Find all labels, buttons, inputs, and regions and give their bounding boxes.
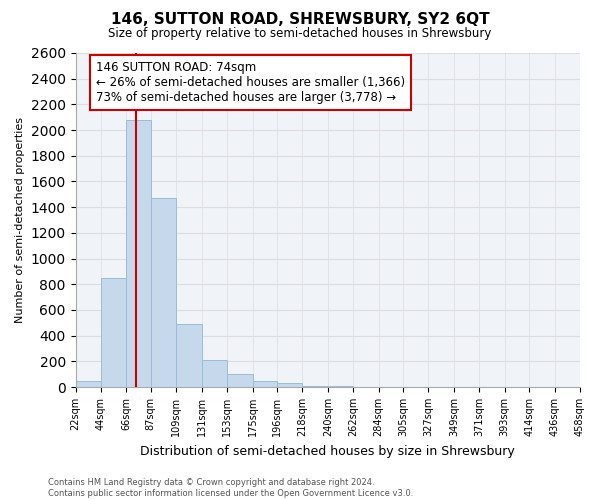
Bar [176, 324, 202, 387]
Text: Size of property relative to semi-detached houses in Shrewsbury: Size of property relative to semi-detach… [109, 28, 491, 40]
Bar [101, 278, 127, 387]
Bar [127, 120, 151, 387]
Bar [328, 386, 353, 387]
Bar [227, 374, 253, 387]
Bar [277, 383, 302, 387]
X-axis label: Distribution of semi-detached houses by size in Shrewsbury: Distribution of semi-detached houses by … [140, 444, 515, 458]
Bar [151, 198, 176, 387]
Bar [202, 360, 227, 387]
Bar [76, 380, 101, 387]
Bar [253, 380, 277, 387]
Text: Contains HM Land Registry data © Crown copyright and database right 2024.
Contai: Contains HM Land Registry data © Crown c… [48, 478, 413, 498]
Bar [302, 386, 328, 387]
Text: 146, SUTTON ROAD, SHREWSBURY, SY2 6QT: 146, SUTTON ROAD, SHREWSBURY, SY2 6QT [110, 12, 490, 28]
Text: 146 SUTTON ROAD: 74sqm
← 26% of semi-detached houses are smaller (1,366)
73% of : 146 SUTTON ROAD: 74sqm ← 26% of semi-det… [96, 62, 405, 104]
Y-axis label: Number of semi-detached properties: Number of semi-detached properties [15, 117, 25, 323]
